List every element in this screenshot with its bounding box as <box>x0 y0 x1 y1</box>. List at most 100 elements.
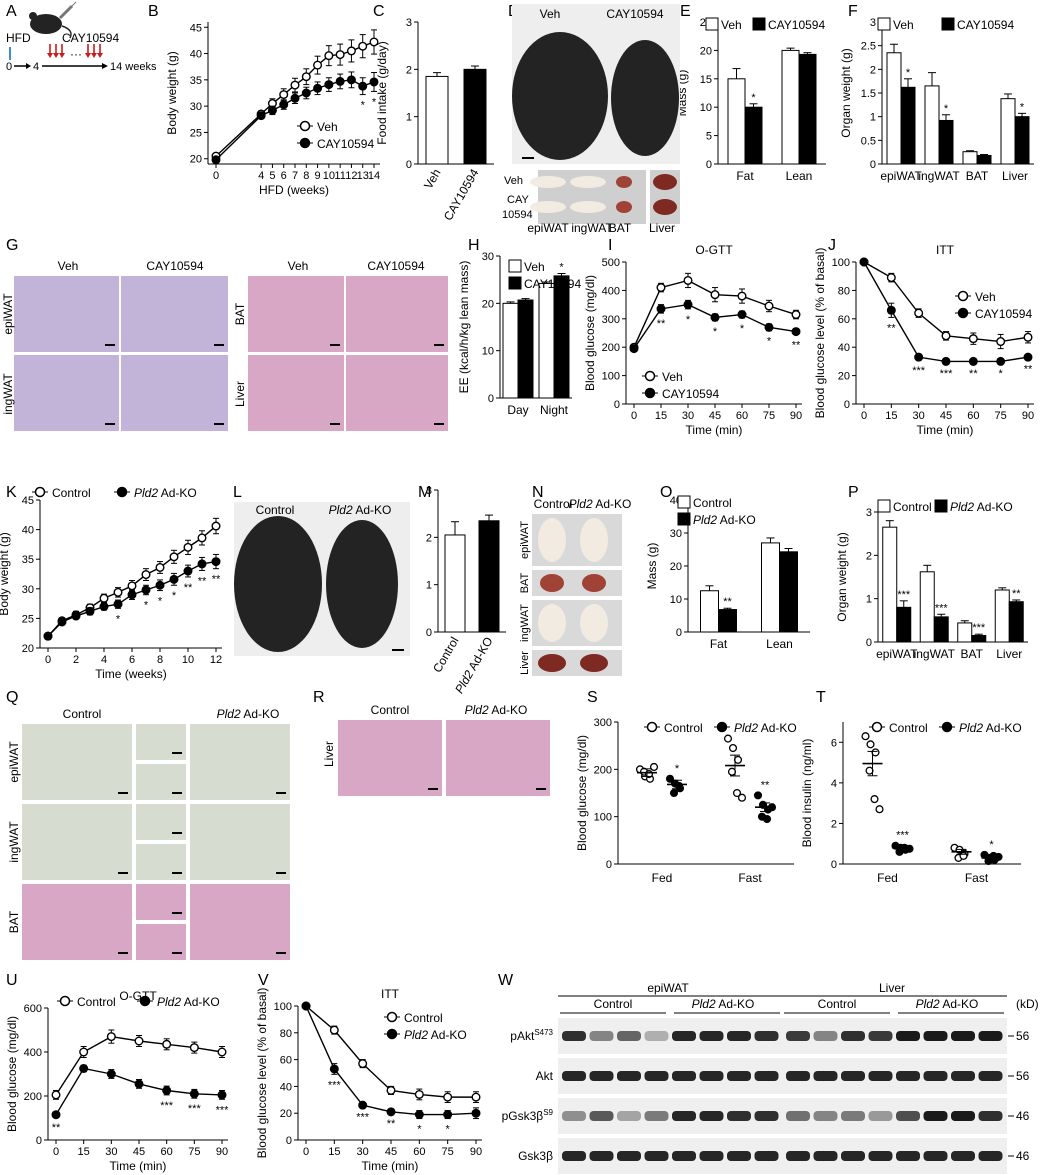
data-point <box>414 1089 424 1099</box>
data-point <box>183 566 193 576</box>
panel-letter-W: W <box>498 972 514 989</box>
data-point <box>183 542 193 552</box>
y-tick-label: 35 <box>190 75 202 87</box>
category-label: Fed <box>652 871 673 885</box>
blot-band <box>841 1111 865 1121</box>
y-axis-label: Food intake (g/day) <box>375 41 389 144</box>
fat-pad-icon <box>530 201 566 213</box>
data-point <box>791 327 801 337</box>
panel-letter-S: S <box>587 689 598 706</box>
injection-arrowhead <box>91 53 97 58</box>
blot-band <box>896 1071 920 1081</box>
y-tick-label: 2 <box>870 64 876 76</box>
blot-band <box>672 1071 696 1081</box>
y-tick-label: 10 <box>700 102 712 114</box>
category-label: epiWAT <box>876 647 918 661</box>
data-point <box>85 606 95 616</box>
ko-suffix: Ad-KO <box>983 721 1022 735</box>
ko-suffix: Ad-KO <box>716 997 755 1011</box>
protein-name: pAkt <box>510 1029 535 1043</box>
row-cay-label: CAY <box>507 194 529 206</box>
y-axis-label: Organ weight (g) <box>839 48 853 137</box>
y-tick-label: 15 <box>700 74 712 86</box>
legend-label: Pld2 Ad-KO <box>950 500 1013 514</box>
y-tick-label: 25 <box>190 127 202 139</box>
category-label: Fed <box>877 871 898 885</box>
significance-mark: *** <box>972 622 986 634</box>
ko-label: Pld2 Ad-KO <box>465 703 528 717</box>
histology-image <box>190 804 290 880</box>
injection-arrowhead <box>53 53 59 58</box>
histology-image <box>446 720 550 796</box>
y-tick-label: 10 <box>670 594 682 606</box>
y-tick-label: 3 <box>406 17 412 29</box>
y-tick-label: 20 <box>700 45 712 57</box>
histology-image <box>346 355 448 431</box>
blot-band <box>617 1111 641 1121</box>
y-tick-label: 60 <box>838 314 850 326</box>
data-point <box>335 50 345 60</box>
fat-pad-icon <box>530 176 566 188</box>
category-label: epiWAT <box>880 169 922 183</box>
blot-band <box>813 1071 838 1081</box>
histology-image <box>22 884 132 960</box>
y-tick-label: 40 <box>190 49 202 61</box>
group-title: Liver <box>879 981 905 995</box>
mouse-control-icon <box>234 516 322 652</box>
category-label: Lean <box>786 169 813 183</box>
y-tick-label: 2 <box>831 818 837 830</box>
veh-label: Veh <box>540 7 561 21</box>
x-tick-label: 15 <box>885 410 897 422</box>
y-tick-label: 0.5 <box>861 135 876 147</box>
significance-mark: * <box>172 590 177 602</box>
row-label: BAT <box>519 572 531 593</box>
y-tick-label: 200 <box>602 342 620 354</box>
data-point <box>386 1085 396 1095</box>
x-tick-label: 10 <box>182 654 194 666</box>
y-tick-label: 20 <box>670 561 682 573</box>
bar <box>882 526 898 643</box>
tissue-icon <box>538 654 566 672</box>
y-tick-label: 80 <box>838 285 850 297</box>
blot-row-label: Gsk3β <box>518 1149 553 1163</box>
data-point <box>941 331 951 341</box>
bar <box>553 275 570 399</box>
significance-mark: ** <box>723 596 732 608</box>
bar <box>896 606 912 643</box>
bar <box>502 302 519 399</box>
y-tick-label: 100 <box>832 257 850 269</box>
ko-suffix: Ad-KO <box>353 503 392 517</box>
tissue-icon <box>580 518 608 562</box>
y-tick-label: 300 <box>594 717 612 729</box>
data-point <box>169 574 179 584</box>
significance-mark: * <box>361 100 366 112</box>
blot-band <box>868 1151 893 1161</box>
y-tick-label: 20 <box>22 643 34 655</box>
data-point <box>43 631 53 641</box>
panel-letter-E: E <box>680 3 691 20</box>
significance-mark: ** <box>212 574 221 586</box>
legend-label: Veh <box>893 18 914 32</box>
data-point <box>290 93 300 103</box>
legend-label: Pld2 Ad-KO <box>404 1028 467 1042</box>
chart-title: O-GTT <box>695 243 733 257</box>
significance-mark: ** <box>792 339 801 351</box>
data-point <box>865 766 874 775</box>
legend-label: Control <box>52 486 91 500</box>
tissue-icon <box>538 518 566 562</box>
bar <box>538 282 555 399</box>
data-point <box>189 1089 199 1099</box>
row-label: BAT <box>233 302 247 325</box>
blot-band <box>978 1151 1003 1161</box>
data-point <box>279 100 289 110</box>
scale-bar <box>276 872 286 874</box>
significance-mark: * <box>999 368 1004 380</box>
scale-bar <box>434 344 444 346</box>
blot-band <box>644 1151 669 1161</box>
y-tick-label: 300 <box>602 314 620 326</box>
panel-W-blot: epiWAT Control Pld2 Ad-KO Liver Control Pld2 … <box>502 981 1039 1174</box>
blot-band <box>868 1111 893 1121</box>
drug-label: CAY10594 <box>367 259 424 273</box>
